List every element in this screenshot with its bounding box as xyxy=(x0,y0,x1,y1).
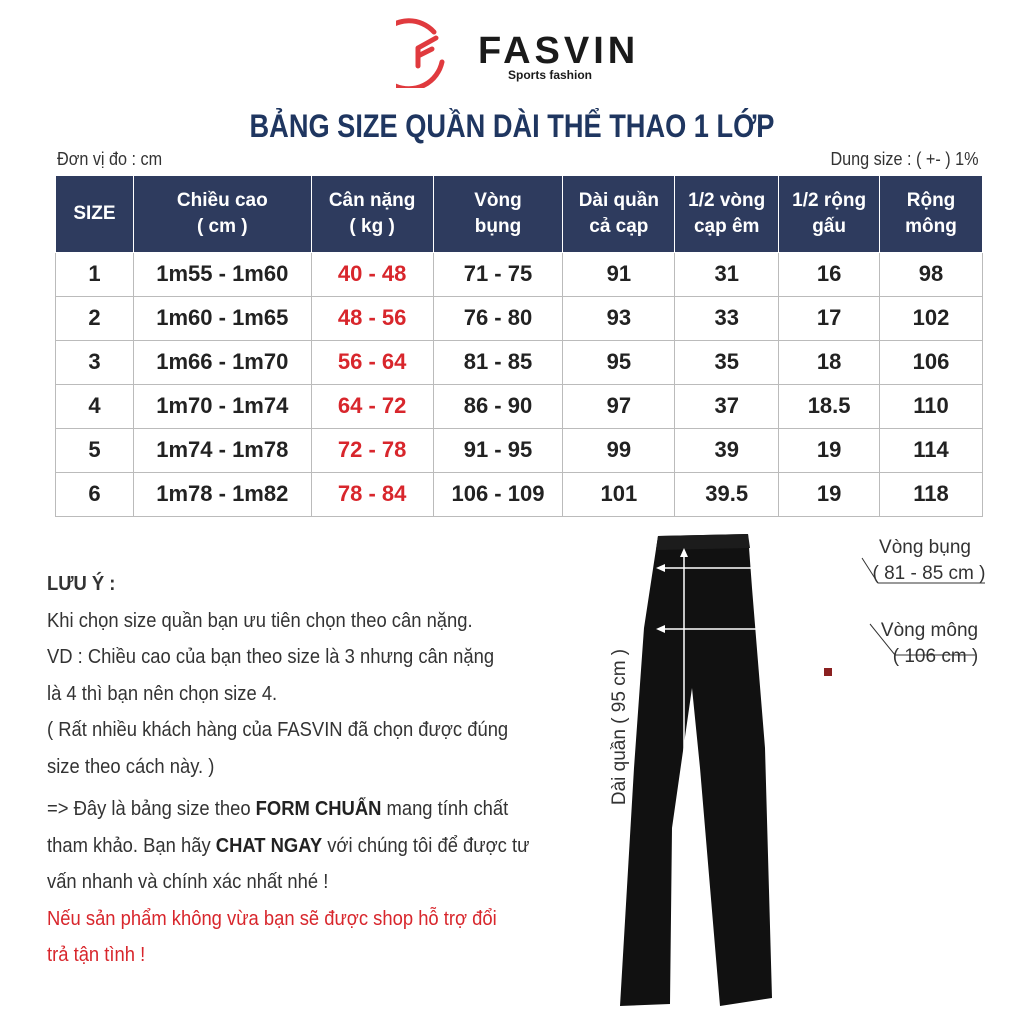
table-cell: 1m78 - 1m82 xyxy=(132,471,312,517)
table-row: 2 1m60 - 1m65 48 - 56 76 - 80 93 33 17 102 xyxy=(55,295,983,341)
table-cell: 114 xyxy=(879,427,983,473)
pants-icon xyxy=(620,534,772,1006)
table-cell: 19 xyxy=(778,471,881,517)
table-cell: 5 xyxy=(55,427,134,473)
table-cell: 1m55 - 1m60 xyxy=(132,251,312,297)
table-cell: 91 - 95 xyxy=(432,427,564,473)
column-header: SIZE xyxy=(55,176,134,253)
table-cell: 110 xyxy=(879,383,983,429)
column-header: Rộng mông xyxy=(879,176,983,253)
table-cell: 39.5 xyxy=(674,471,780,517)
table-cell: 71 - 75 xyxy=(432,251,564,297)
column-header: Cân nặng ( kg ) xyxy=(310,176,434,253)
table-cell: 56 - 64 xyxy=(310,339,434,385)
pants-diagram xyxy=(620,534,985,1006)
table-cell: 37 xyxy=(674,383,780,429)
brand-name: FASVIN xyxy=(478,30,640,72)
table-cell: 18.5 xyxy=(778,383,881,429)
table-cell: 31 xyxy=(674,251,780,297)
table-cell: 39 xyxy=(674,427,780,473)
table-cell: 101 xyxy=(562,471,676,517)
table-cell: 3 xyxy=(55,339,134,385)
hip-value: ( 106 cm ) xyxy=(892,646,979,667)
text: => Đây là bảng size theo xyxy=(47,798,256,820)
brand-tagline: Sports fashion xyxy=(508,68,593,82)
table-cell: 102 xyxy=(879,295,983,341)
table-cell: 81 - 85 xyxy=(432,339,564,385)
note-line: => Đây là bảng size theo FORM CHUẨN mang… xyxy=(47,791,525,828)
text: với chúng tôi để được tư xyxy=(322,834,530,857)
waist-label: Vòng bụng xyxy=(879,537,971,558)
text: tham khảo. Bạn hãy xyxy=(47,834,216,857)
note-line: ( Rất nhiều khách hàng của FASVIN đã chọ… xyxy=(47,719,509,741)
table-cell: 97 xyxy=(562,383,676,429)
note-line: là 4 thì bạn nên chọn size 4. xyxy=(47,682,278,705)
table-cell: 78 - 84 xyxy=(310,471,434,517)
table-cell: 16 xyxy=(778,251,881,297)
table-cell: 19 xyxy=(778,427,881,473)
table-cell: 17 xyxy=(778,295,881,341)
table-cell: 106 - 109 xyxy=(432,471,564,517)
table-cell: 118 xyxy=(879,471,983,517)
column-header: 1/2 vòng cạp êm xyxy=(674,176,780,253)
table-cell: 76 - 80 xyxy=(432,295,564,341)
notes: LƯU Ý : Khi chọn size quần bạn ưu tiên c… xyxy=(47,566,567,974)
table-cell: 35 xyxy=(674,339,780,385)
table-row: 1 1m55 - 1m60 40 - 48 71 - 75 91 31 16 98 xyxy=(55,251,983,297)
table-cell: 98 xyxy=(879,251,983,297)
emphasis: CHAT NGAY xyxy=(215,834,323,857)
notes-heading: LƯU Ý : xyxy=(47,573,116,595)
table-cell: 95 xyxy=(562,339,676,385)
note-line-red: trả tận tình ! xyxy=(47,944,146,966)
table-row: 5 1m74 - 1m78 72 - 78 91 - 95 99 39 19 114 xyxy=(55,427,983,473)
note-line: size theo cách này. ) xyxy=(47,755,215,778)
hip-label: Vòng mông xyxy=(880,620,979,641)
waist-value: ( 81 - 85 cm ) xyxy=(872,563,986,584)
table-cell: 99 xyxy=(562,427,676,473)
table-row: 4 1m70 - 1m74 64 - 72 86 - 90 97 37 18.5 110 xyxy=(55,383,983,429)
table-cell: 106 xyxy=(879,339,983,385)
table-row: 3 1m66 - 1m70 56 - 64 81 - 85 95 35 18 106 xyxy=(55,339,983,385)
column-header: Chiều cao ( cm ) xyxy=(132,176,312,253)
text: mang tính chất xyxy=(381,798,509,820)
note-line: tham khảo. Bạn hãy CHAT NGAY với chúng t… xyxy=(47,828,529,865)
column-header: 1/2 rộng gấu xyxy=(778,176,881,253)
column-header: Vòng bụng xyxy=(432,176,564,253)
table-row: 6 1m78 - 1m82 78 - 84 106 - 109 101 39.5 19 118 xyxy=(55,471,983,517)
table-cell: 4 xyxy=(55,383,134,429)
emphasis: FORM CHUẨN xyxy=(255,798,382,820)
table-cell: 40 - 48 xyxy=(310,251,434,297)
table-cell: 1m70 - 1m74 xyxy=(132,383,312,429)
table-cell: 64 - 72 xyxy=(310,383,434,429)
note-line-red: Nếu sản phẩm không vừa bạn sẽ được shop … xyxy=(47,907,497,930)
table-cell: 1 xyxy=(55,251,134,297)
unit-label: Đơn vị đo : cm xyxy=(57,149,163,169)
table-cell: 33 xyxy=(674,295,780,341)
table-cell: 18 xyxy=(778,339,881,385)
table-cell: 72 - 78 xyxy=(310,427,434,473)
table-cell: 91 xyxy=(562,251,676,297)
table-cell: 48 - 56 xyxy=(310,295,434,341)
note-line: Khi chọn size quần bạn ưu tiên chọn theo… xyxy=(47,609,473,632)
table-cell: 1m74 - 1m78 xyxy=(132,427,312,473)
page-title: BẢNG SIZE QUẦN DÀI THỂ THAO 1 LỚP xyxy=(249,108,775,144)
note-line: VD : Chiều cao của bạn theo size là 3 nh… xyxy=(47,646,495,668)
tolerance-label: Dung size : ( +- ) 1% xyxy=(830,149,979,169)
table-cell: 2 xyxy=(55,295,134,341)
note-line: vấn nhanh và chính xác nhất nhé ! xyxy=(47,871,329,893)
column-header: Dài quần cả cạp xyxy=(562,176,676,253)
size-table: SIZE Chiều cao ( cm ) Cân nặng ( kg ) Vòng … xyxy=(55,176,983,517)
table-cell: 86 - 90 xyxy=(432,383,564,429)
table-cell: 6 xyxy=(55,471,134,517)
brand-logo-icon xyxy=(396,18,445,88)
table-cell: 1m66 - 1m70 xyxy=(132,339,312,385)
length-label: Dài quần ( 95 cm ) xyxy=(609,648,630,806)
table-cell: 1m60 - 1m65 xyxy=(132,295,312,341)
table-cell: 93 xyxy=(562,295,676,341)
